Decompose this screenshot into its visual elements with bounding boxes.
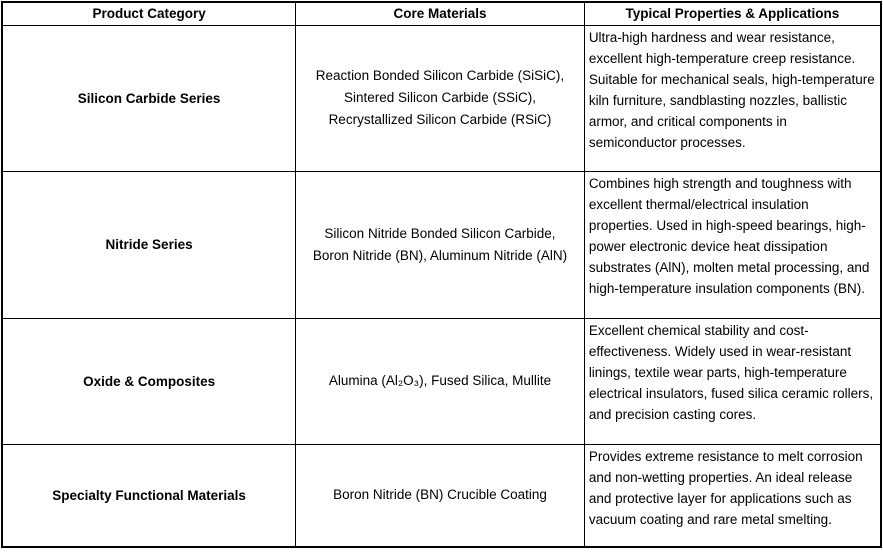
table-row-specialty-functional: Specialty Functional Materials Boron Nit… <box>1 443 882 548</box>
header-product-category: Product Category <box>1 1 297 26</box>
category-cell: Nitride Series <box>1 170 297 319</box>
category-cell: Specialty Functional Materials <box>1 443 297 548</box>
properties-cell: Ultra-high hardness and wear resistance,… <box>583 24 882 172</box>
materials-cell: Alumina (Al₂O₃), Fused Silica, Mullite <box>295 317 585 445</box>
properties-cell: Excellent chemical stability and cost-ef… <box>583 317 882 445</box>
table-row-nitride: Nitride Series Silicon Nitride Bonded Si… <box>1 170 882 319</box>
category-cell: Oxide & Composites <box>1 317 297 445</box>
category-cell: Silicon Carbide Series <box>1 24 297 172</box>
header-core-materials: Core Materials <box>295 1 585 26</box>
table-row-oxide-composites: Oxide & Composites Alumina (Al₂O₃), Fuse… <box>1 317 882 445</box>
table-header-row: Product Category Core Materials Typical … <box>1 1 882 26</box>
properties-cell: Combines high strength and toughness wit… <box>583 170 882 319</box>
table-row-silicon-carbide: Silicon Carbide Series Reaction Bonded S… <box>1 24 882 172</box>
header-typical-properties: Typical Properties & Applications <box>583 1 882 26</box>
properties-cell: Provides extreme resistance to melt corr… <box>583 443 882 548</box>
materials-cell: Silicon Nitride Bonded Silicon Carbide, … <box>295 170 585 319</box>
materials-cell: Reaction Bonded Silicon Carbide (SiSiC),… <box>295 24 585 172</box>
materials-cell: Boron Nitride (BN) Crucible Coating <box>295 443 585 548</box>
